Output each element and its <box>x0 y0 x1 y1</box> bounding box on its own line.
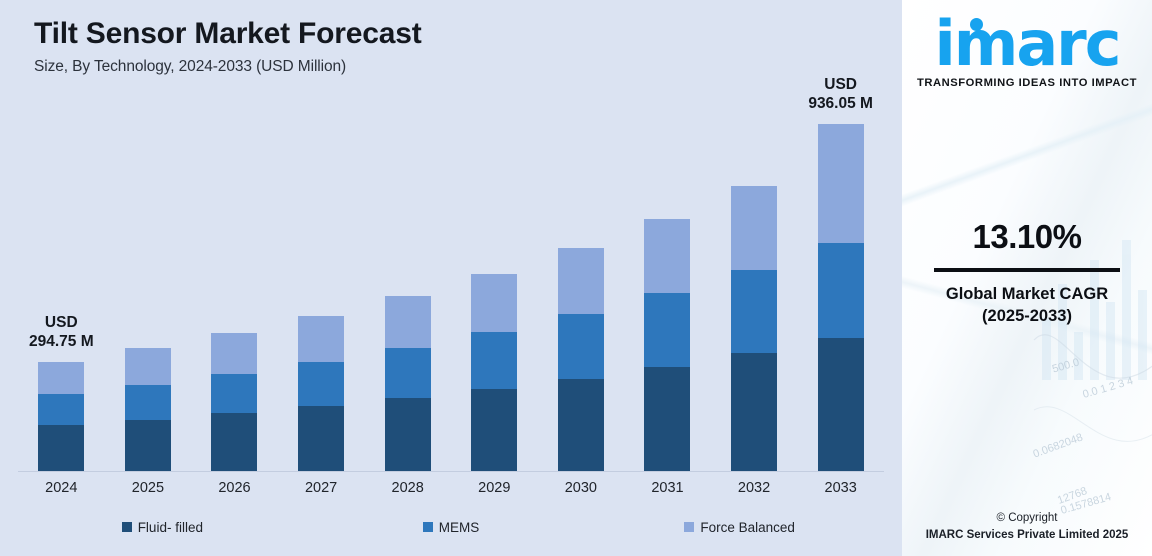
bar-slot-2028[interactable] <box>364 100 451 471</box>
bar-value-label-2024: USD 294.75 M <box>28 313 94 350</box>
x-tick-2033: 2033 <box>824 480 857 496</box>
logo-wordmark: imarc <box>934 7 1121 80</box>
copyright-line-1: © Copyright <box>996 511 1058 524</box>
bar-segment-force-balanced[interactable] <box>211 332 258 375</box>
bar-segment-mems[interactable] <box>124 385 171 420</box>
chart-panel: Tilt Sensor Market Forecast Size, By Tec… <box>0 0 902 556</box>
x-axis-tick-labels: 2024 2025 2026 2027 2028 2029 2030 2031 2032 2033 <box>18 472 884 508</box>
logo-tagline: TRANSFORMING IDEAS INTO IMPACT <box>917 76 1137 89</box>
bar-segment-fluid-filled[interactable] <box>124 419 171 471</box>
x-tick-2028: 2028 <box>391 480 424 496</box>
stacked-bar-2031[interactable] <box>644 219 691 471</box>
cagr-divider <box>934 268 1120 272</box>
legend-label: MEMS <box>438 519 480 535</box>
stacked-bar-2030[interactable] <box>557 248 604 471</box>
bar-segment-fluid-filled[interactable] <box>644 366 691 471</box>
bar-segment-mems[interactable] <box>384 348 431 399</box>
chart-legend: Fluid- filled MEMS Force Balanced <box>18 512 884 542</box>
stacked-bar-2028[interactable] <box>384 296 431 471</box>
bar-segment-force-balanced[interactable] <box>731 186 778 270</box>
bar-segment-fluid-filled[interactable] <box>471 389 518 471</box>
stacked-bar-2025[interactable] <box>124 348 171 471</box>
bar-segment-mems[interactable] <box>557 314 604 379</box>
brand-logo: imarc TRANSFORMING IDEAS INTO IMPACT <box>902 7 1152 89</box>
stacked-bar-2027[interactable] <box>298 315 345 471</box>
x-tick-2024: 2024 <box>45 480 78 496</box>
cagr-period: (2025-2033) <box>982 307 1072 326</box>
bar-segment-mems[interactable] <box>731 270 778 354</box>
bar-segment-mems[interactable] <box>211 374 258 414</box>
bar-slot-2033[interactable]: USD 936.05 M <box>797 76 884 471</box>
legend-swatch-icon <box>684 522 695 532</box>
bar-segment-mems[interactable] <box>38 394 85 426</box>
x-tick-2031: 2031 <box>651 480 684 496</box>
x-tick-2026: 2026 <box>218 480 251 496</box>
copyright-block: © Copyright IMARC Services Private Limit… <box>902 510 1152 545</box>
bar-value-label-2033: USD 936.05 M <box>808 75 873 112</box>
bar-segment-force-balanced[interactable] <box>471 273 518 333</box>
title-block: Tilt Sensor Market Forecast Size, By Tec… <box>34 16 422 76</box>
bar-segment-fluid-filled[interactable] <box>384 398 431 471</box>
bar-slot-2024[interactable]: USD 294.75 M <box>18 100 105 471</box>
logo-dot-icon <box>970 18 984 31</box>
x-tick-2027: 2027 <box>304 480 338 496</box>
stacked-bar-2033[interactable] <box>817 123 864 471</box>
bar-slot-2026[interactable] <box>191 100 278 471</box>
copyright-line-2: IMARC Services Private Limited 2025 <box>925 528 1129 541</box>
plot-area: USD 294.75 M USD 936.05 M <box>0 76 902 472</box>
bar-segment-force-balanced[interactable] <box>817 123 864 244</box>
bar-segment-force-balanced[interactable] <box>124 348 171 386</box>
legend-swatch-icon <box>121 522 132 532</box>
bar-segment-mems[interactable] <box>817 243 864 339</box>
bar-segment-force-balanced[interactable] <box>298 315 345 363</box>
bar-segment-fluid-filled[interactable] <box>817 338 864 471</box>
bar-slot-2030[interactable] <box>538 100 625 471</box>
bar-segment-fluid-filled[interactable] <box>38 425 85 471</box>
page-subtitle: Size, By Technology, 2024-2033 (USD Mill… <box>34 58 347 76</box>
x-axis-line <box>18 471 884 472</box>
bar-segment-mems[interactable] <box>644 293 691 367</box>
x-tick-2025: 2025 <box>131 480 165 496</box>
bar-segment-mems[interactable] <box>298 362 345 407</box>
bar-segment-mems[interactable] <box>471 332 518 390</box>
legend-item-force-balanced[interactable]: Force Balanced <box>595 512 884 542</box>
decorative-bars <box>1042 130 1152 380</box>
bar-segment-fluid-filled[interactable] <box>731 353 778 471</box>
stacked-bar-2032[interactable] <box>731 186 778 471</box>
brand-panel: 500.0 0.0 1 2 3 4 0.0682048 12768 0.1578… <box>902 0 1152 556</box>
bar-segment-force-balanced[interactable] <box>644 219 691 294</box>
bar-segment-force-balanced[interactable] <box>557 248 604 315</box>
x-tick-2032: 2032 <box>737 480 771 496</box>
cagr-value: 13.10% <box>972 218 1082 255</box>
cagr-block: 13.10% Global Market CAGR (2025-2033) <box>902 218 1152 326</box>
decorative-curve-icon <box>1033 334 1152 442</box>
bar-segment-force-balanced[interactable] <box>384 296 431 349</box>
bar-slot-2031[interactable] <box>624 100 711 471</box>
bar-slot-2032[interactable] <box>711 100 798 471</box>
bar-segment-fluid-filled[interactable] <box>211 413 258 471</box>
stacked-bar-2026[interactable] <box>211 332 258 471</box>
x-tick-2029: 2029 <box>478 480 511 496</box>
bar-slot-2029[interactable] <box>451 100 538 471</box>
cagr-label: Global Market CAGR <box>945 284 1109 303</box>
stacked-bar-2024[interactable] <box>38 361 85 471</box>
bar-group: USD 294.75 M USD 936.05 M <box>18 76 884 471</box>
bar-segment-fluid-filled[interactable] <box>557 378 604 471</box>
legend-label: Fluid- filled <box>137 519 203 535</box>
legend-item-fluid-filled[interactable]: Fluid- filled <box>18 512 307 542</box>
bar-slot-2025[interactable] <box>105 100 192 471</box>
x-tick-2030: 2030 <box>564 480 597 496</box>
legend-swatch-icon <box>422 522 433 532</box>
page-title: Tilt Sensor Market Forecast <box>34 17 422 50</box>
stacked-bar-2029[interactable] <box>471 273 518 471</box>
bar-slot-2027[interactable] <box>278 100 365 471</box>
legend-item-mems[interactable]: MEMS <box>307 512 596 542</box>
panel-background-texture <box>902 0 1152 556</box>
legend-label: Force Balanced <box>700 519 795 535</box>
bar-segment-force-balanced[interactable] <box>38 361 85 395</box>
bar-segment-fluid-filled[interactable] <box>298 406 345 471</box>
